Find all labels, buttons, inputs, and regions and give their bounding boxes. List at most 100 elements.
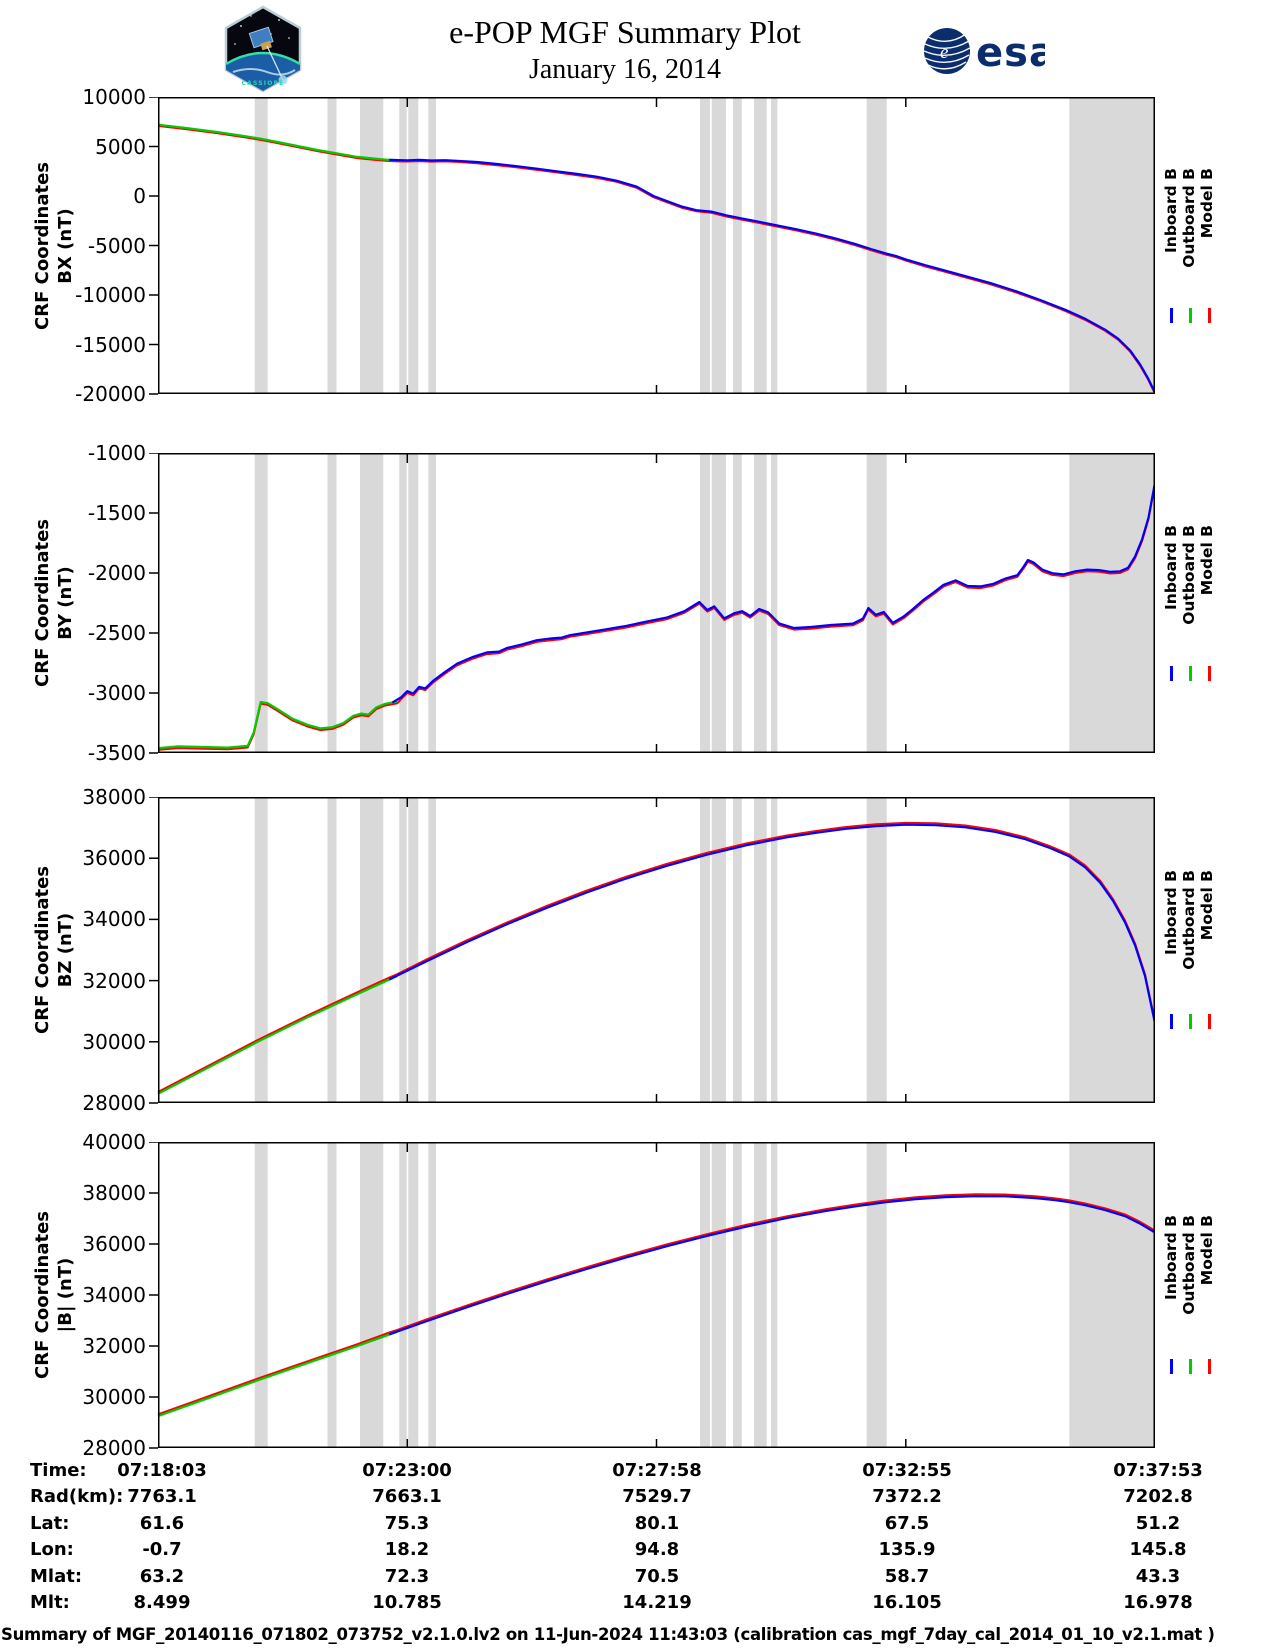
y-tick-label: -2500 [87,621,146,645]
patch-clouds [232,68,296,76]
shaded-band [428,97,436,394]
table-cell: 10.785 [372,1591,442,1613]
table-cell: 07:32:55 [862,1460,952,1481]
shaded-band [733,97,742,394]
inboard-b-line [391,482,1155,704]
title-block: e-POP MGF Summary Plot January 16, 2014 [310,14,940,86]
legend-label-model: Model B [1198,870,1216,941]
table-row: Mlat: 63.2 72.3 70.5 58.7 43.3 [0,1566,1275,1592]
legend-mark-inboard [1170,1359,1173,1375]
y-tick-label: -3000 [87,681,146,705]
shaded-band [754,453,767,753]
legend-mark-model [1208,666,1211,681]
legend-label-model: Model B [1198,168,1216,239]
y-tick-label: 34000 [82,1283,146,1307]
legend-label-outboard: Outboard B [1180,1215,1198,1316]
table-cell: 18.2 [384,1539,430,1561]
plot-border [158,1142,1155,1448]
page-title: e-POP MGF Summary Plot [449,14,801,50]
outboard-b-line [157,123,398,162]
shaded-band [408,97,419,394]
y-tick-label: 32000 [82,1334,146,1358]
y-tick-label: 10000 [82,85,146,109]
shaded-band [1069,1142,1155,1448]
table-row-label: Lat: [30,1512,70,1534]
shaded-band [399,1142,407,1448]
y-tick-label: -1000 [87,441,146,465]
legend-label-model: Model B [1198,525,1216,596]
legend-color-marks [1162,307,1222,324]
y-tick-label: -2000 [87,561,146,585]
plot-area-bz [149,797,1155,1104]
plot-border [158,453,1155,753]
table-cell: 8.499 [133,1591,191,1613]
shaded-band [754,797,767,1103]
shaded-band [360,1142,384,1448]
legend-bmag: Inboard B Outboard B Model B [1162,1142,1240,1448]
legend-mark-outboard [1189,666,1192,681]
shaded-band [866,797,887,1103]
shaded-band [771,1142,778,1448]
legend-mark-outboard [1189,307,1192,323]
y-tick-label: 34000 [82,907,146,932]
table-row-label: Time: [30,1460,87,1481]
footer-summary-line: Summary of MGF_20140116_071802_073752_v2… [1,1625,1215,1644]
patch-earth-glint [278,75,288,85]
shaded-band [700,1142,711,1448]
shaded-band [254,797,268,1103]
y-tick-label: 28000 [82,1436,146,1460]
table-cell: 7202.8 [1123,1486,1193,1508]
legend-color-marks [1162,666,1222,682]
legend-label-outboard: Outboard B [1180,870,1198,971]
legend-mark-model [1208,1014,1211,1030]
shaded-band [254,97,268,394]
cassiope-mission-patch: CASSIOPE [224,5,302,93]
table-cell: 7763.1 [127,1486,197,1508]
shaded-band [428,1142,436,1448]
shaded-band [711,1142,726,1448]
shaded-band [754,97,767,394]
outboard-b-line [157,974,398,1095]
panel-bz: CRF Coordinates BZ (nT) 38000 36000 34000 3… [0,785,1275,1115]
esa-globe-stripes [923,33,971,70]
y-tick-label: 5000 [95,134,146,159]
patch-earth [226,53,300,91]
outboard-b-line [157,1330,398,1418]
legend-mark-inboard [1170,666,1173,681]
shaded-band [399,97,407,394]
table-cell: 94.8 [634,1539,680,1561]
legend-mark-outboard [1189,1359,1192,1375]
shaded-band [771,97,778,394]
shaded-band [254,1142,268,1448]
table-row: Mlt: 8.499 10.785 14.219 16.105 16.978 [0,1592,1275,1618]
shaded-band [428,453,436,753]
esa-wordmark: esa [976,30,1045,76]
inboard-b-line [389,158,1155,393]
legend-color-marks [1162,1359,1222,1375]
table-row-label: Mlat: [30,1565,83,1587]
y-tick-labels-bmag: 40000 38000 36000 34000 32000 30000 28000 [0,1130,146,1460]
y-tick-label: 40000 [82,1130,146,1154]
table-row: Time: 07:18:03 07:23:00 07:27:58 07:32:55 07:… [0,1460,1275,1486]
table-cell: 67.5 [884,1512,930,1534]
legend-bz: Inboard B Outboard B Model B [1162,797,1240,1103]
table-row-label: Lon: [30,1539,74,1561]
table-cell: 72.3 [384,1565,430,1587]
table-cell: 70.5 [634,1565,680,1587]
ephemeris-table: Time: 07:18:03 07:23:00 07:27:58 07:32:55 07:… [0,1460,1275,1618]
table-cell: 145.8 [1129,1539,1187,1561]
esa-logo: e esa [923,28,1045,76]
table-cell: 07:27:58 [612,1460,702,1481]
shaded-band [700,453,711,753]
shaded-band [866,1142,887,1448]
shaded-band [327,1142,337,1448]
panel-bmag: CRF Coordinates |B| (nT) 40000 38000 36000… [0,1130,1275,1460]
patch-satellite [248,26,284,81]
shaded-band [733,453,742,753]
shaded-band [1069,453,1155,753]
shaded-band [733,797,742,1103]
legend-label-outboard: Outboard B [1180,525,1198,625]
shaded-band [428,797,436,1103]
table-cell: 7663.1 [372,1486,442,1508]
